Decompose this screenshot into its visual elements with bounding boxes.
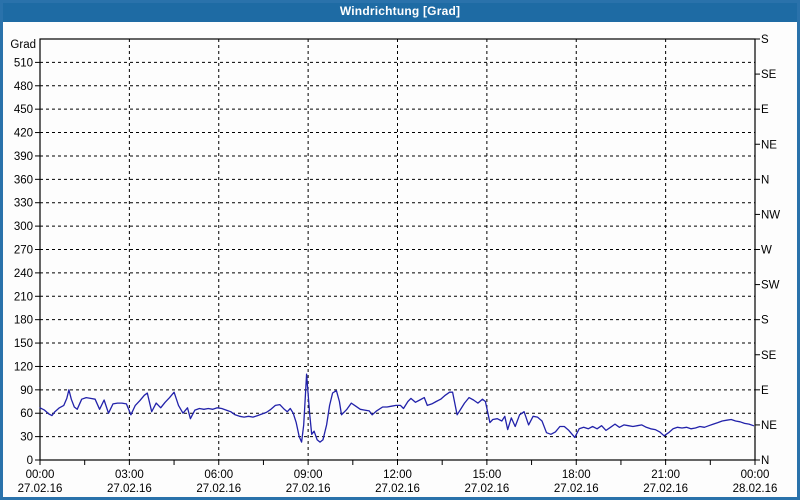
x-date-label: 27.02.16 [196,483,241,495]
y-right-tick-label: E [761,104,769,116]
y-left-tick-label: 210 [14,291,33,303]
x-time-label: 18:00 [562,469,591,481]
x-date-label: 27.02.16 [643,483,688,495]
x-date-label: 27.02.16 [375,483,420,495]
series-line-windrichtung [39,373,755,443]
y-left-tick-label: 390 [14,151,33,163]
y-left-tick-label: 450 [14,104,33,116]
y-right-tick-label: E [761,385,769,397]
x-time-label: 15:00 [472,469,501,481]
x-date-label: 27.02.16 [554,483,599,495]
y-left-tick-label: 420 [14,128,33,140]
y-left-tick-label: 30 [20,432,33,444]
y-left-tick-label: 270 [14,245,33,257]
y-left-tick-label: 300 [14,221,33,233]
y-right-tick-label: N [761,455,769,467]
window-title: Windrichtung [Grad] [339,4,461,18]
y-left-tick-label: 0 [27,455,33,467]
y-right-tick-label: NW [761,209,780,221]
window-titlebar: Windrichtung [Grad] [3,3,797,22]
y-right-tick-label: SE [761,69,777,81]
y-right-tick-label: N [761,174,769,186]
x-date-label: 27.02.16 [107,483,152,495]
x-time-label: 00:00 [741,469,770,481]
y-left-tick-label: 330 [14,198,33,210]
y-left-tick-label: 120 [14,361,33,373]
y-left-tick-label: 150 [14,338,33,350]
x-time-label: 06:00 [204,469,233,481]
y-left-tick-label: 240 [14,268,33,280]
y-left-tick-label: 510 [14,57,33,69]
x-date-label: 27.02.16 [18,483,63,495]
y-left-tick-label: 360 [14,174,33,186]
y-right-tick-label: NE [761,139,777,151]
x-time-label: 12:00 [383,469,412,481]
y-right-tick-label: SE [761,350,777,362]
x-time-label: 21:00 [651,469,680,481]
y-right-tick-label: NE [761,420,777,432]
x-time-label: 03:00 [115,469,144,481]
y-left-tick-label: 60 [20,408,33,420]
x-time-label: 09:00 [294,469,323,481]
x-time-label: 00:00 [26,469,55,481]
y-left-tick-label: 480 [14,81,33,93]
y-left-tick-label: 90 [20,385,33,397]
y-right-tick-label: W [761,245,772,257]
y-left-tick-label: 180 [14,315,33,327]
x-date-label: 27.02.16 [464,483,509,495]
y-left-axis-title: Grad [10,39,36,51]
y-right-tick-label: S [761,34,769,46]
x-date-label: 27.02.16 [286,483,331,495]
y-right-tick-label: SW [761,280,780,292]
y-right-tick-label: S [761,315,769,327]
x-date-label: 28.02.16 [733,483,778,495]
